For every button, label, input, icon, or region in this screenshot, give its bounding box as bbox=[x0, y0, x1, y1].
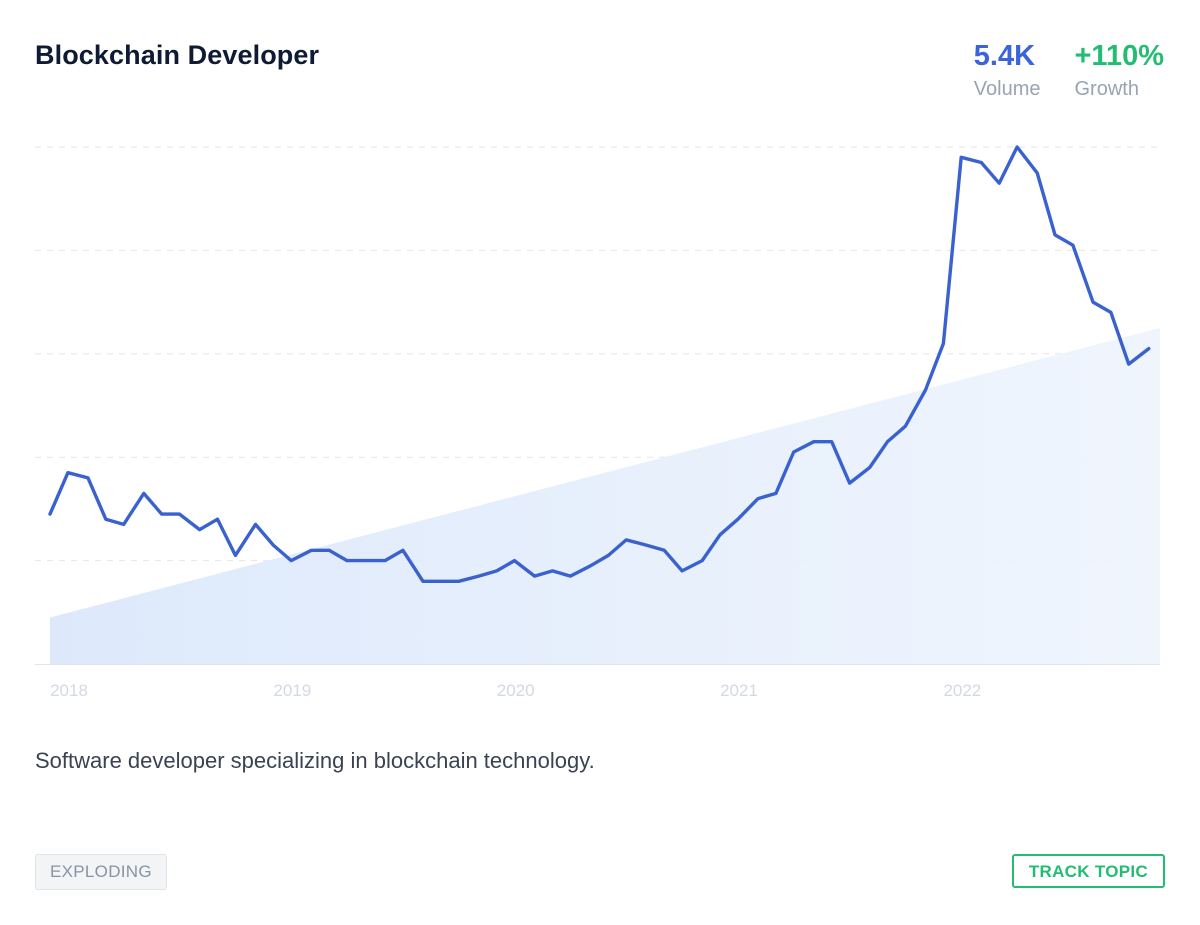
volume-stat: 5.4K Volume bbox=[974, 38, 1041, 101]
volume-value: 5.4K bbox=[973, 40, 1036, 72]
growth-value: +110% bbox=[1074, 40, 1164, 72]
topic-title: Blockchain Developer bbox=[35, 40, 320, 70]
x-tick-label: 2022 bbox=[943, 681, 981, 700]
series-line-group bbox=[48, 145, 1151, 583]
x-tick-label: 2021 bbox=[720, 681, 758, 700]
x-tick-labels: 2018 2019 2020 2021 2022 bbox=[50, 681, 981, 700]
status-badge: EXPLODING bbox=[35, 854, 167, 890]
topic-description: Software developer specializing in block… bbox=[35, 748, 595, 773]
trend-chart: 2018 2019 2020 2021 2022 bbox=[35, 145, 1160, 700]
series-line bbox=[48, 145, 1151, 583]
x-tick-label: 2020 bbox=[497, 681, 535, 700]
volume-label: Volume bbox=[973, 78, 1041, 100]
growth-stat: +110% Growth bbox=[1074, 38, 1164, 101]
x-tick-label: 2019 bbox=[273, 681, 311, 700]
x-tick-label: 2018 bbox=[50, 681, 88, 700]
trend-area-group bbox=[50, 327, 1160, 664]
stats-panel: 5.4K Volume +110% Growth bbox=[974, 38, 1164, 101]
track-topic-button[interactable]: TRACK TOPIC bbox=[1011, 854, 1165, 888]
trend-area bbox=[50, 327, 1160, 664]
growth-label: Growth bbox=[1074, 78, 1139, 100]
